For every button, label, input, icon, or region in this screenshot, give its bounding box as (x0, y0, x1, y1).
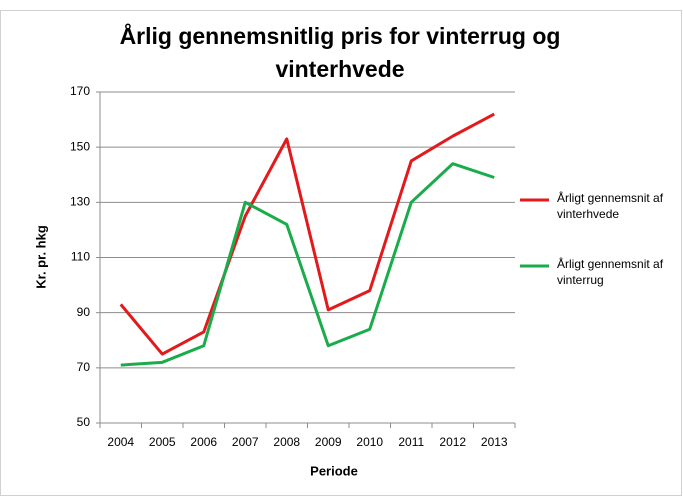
series-line (120, 162, 495, 367)
y-tick-label: 70 (77, 360, 91, 374)
x-tick-label: 2012 (439, 435, 466, 449)
x-axis-title: Periode (310, 463, 358, 478)
chart-border (0, 10, 682, 496)
y-axis-title: Kr. pr. hkg (33, 225, 48, 289)
x-tick-label: 2005 (149, 435, 176, 449)
y-tick-label: 150 (70, 139, 90, 153)
x-tick-label: 2004 (107, 435, 134, 449)
x-tick-label: 2006 (190, 435, 217, 449)
y-tick-label: 50 (77, 415, 91, 429)
x-tick-label: 2009 (315, 435, 342, 449)
y-tick-label: 90 (77, 305, 91, 319)
y-tick-label: 170 (70, 84, 90, 98)
legend-label: Årligt gennemsnit af vinterhvede (557, 191, 664, 221)
y-tick-label: 110 (71, 250, 90, 264)
y-tick-label: 130 (70, 195, 90, 209)
x-tick-label: 2010 (356, 435, 383, 449)
x-tick-label: 2011 (398, 435, 424, 449)
x-tick-label: 2007 (232, 435, 259, 449)
x-tick-label: 2013 (481, 435, 508, 449)
series-line (119, 112, 495, 356)
chart-title: Årlig gennemsnitlig pris for vinterrug o… (119, 23, 561, 82)
legend-label: Årligt gennemsnit af vinterrug (557, 257, 664, 287)
x-tick-label: 2008 (273, 435, 300, 449)
